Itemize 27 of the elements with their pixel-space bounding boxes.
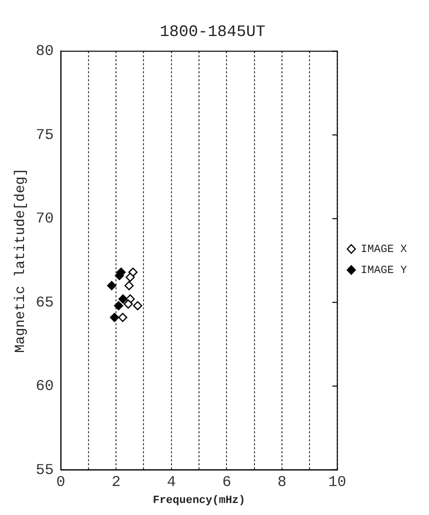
point (107, 281, 116, 290)
y-tick-label: 70 (36, 210, 54, 228)
y-tick-label: 75 (36, 126, 54, 144)
point (118, 294, 128, 304)
chart-title: 1800-1845UT (160, 22, 266, 41)
x-tick-label: 6 (222, 474, 232, 491)
x-tick-label: 2 (112, 474, 121, 491)
point (114, 301, 124, 310)
point (124, 299, 133, 309)
point (124, 281, 134, 290)
y-tick-label: 80 (36, 43, 54, 60)
point (126, 272, 135, 282)
x-axis-title: Frequency(mHz) (152, 495, 246, 508)
legend-label: IMAGE Y (360, 264, 408, 277)
x-tick-label: 0 (56, 474, 66, 491)
y-tick-label: 65 (36, 294, 54, 312)
x-tick-label: 10 (328, 474, 346, 491)
point (133, 301, 142, 310)
point (110, 312, 120, 322)
y-axis-title: Magnetic latitude[deg] (13, 168, 30, 353)
point (128, 268, 138, 277)
x-tick-label: 8 (277, 474, 286, 491)
y-tick-label: 60 (36, 378, 54, 396)
point (118, 312, 128, 322)
legend-label: IMAGE X (360, 244, 408, 256)
x-tick-label: 4 (166, 474, 176, 491)
y-tick-label: 55 (36, 462, 54, 479)
